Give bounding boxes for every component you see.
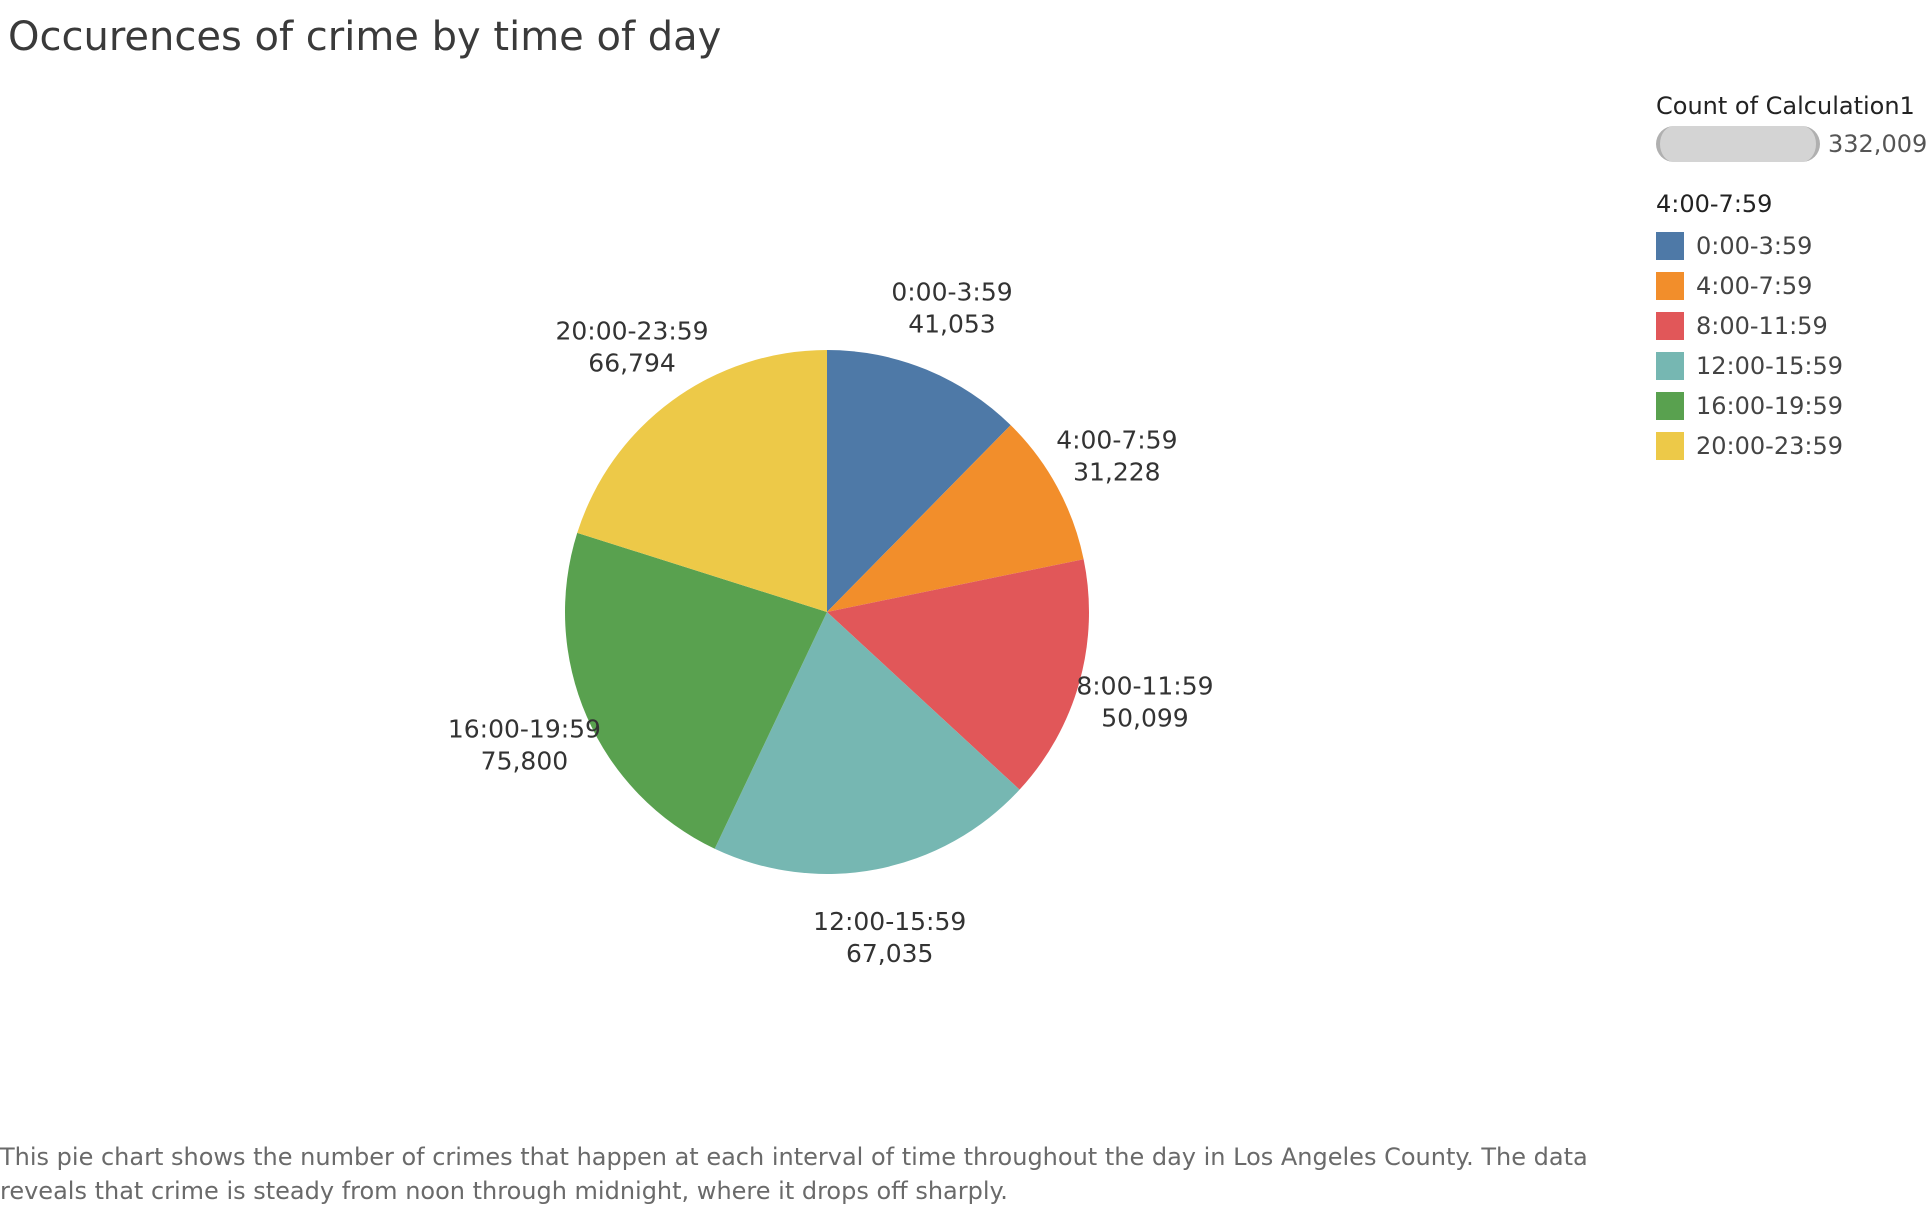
legend-label: 12:00-15:59 <box>1696 352 1843 380</box>
size-legend: 332,009 <box>1656 126 1927 162</box>
legend-label: 16:00-19:59 <box>1696 392 1843 420</box>
slice-category-label: 12:00-15:59 <box>813 907 966 936</box>
pie-slice[interactable] <box>827 425 1084 612</box>
slice-value-label: 67,035 <box>846 939 933 968</box>
slice-value-label: 66,794 <box>588 349 675 378</box>
pie-slice[interactable] <box>714 612 1020 874</box>
legend-label: 20:00-23:59 <box>1696 432 1843 460</box>
slice-value-label: 50,099 <box>1101 703 1188 732</box>
size-legend-bar <box>1656 126 1820 162</box>
slice-value-label: 75,800 <box>481 747 568 776</box>
legend-swatch <box>1656 432 1684 460</box>
slice-category-label: 16:00-19:59 <box>448 715 601 744</box>
color-legend-title: 4:00-7:59 <box>1656 190 1773 218</box>
slice-category-label: 0:00-3:59 <box>891 278 1012 307</box>
slice-category-label: 4:00-7:59 <box>1056 425 1177 454</box>
legend-swatch <box>1656 352 1684 380</box>
size-legend-value: 332,009 <box>1828 130 1928 158</box>
pie-labels: 0:00-3:59 41,053 4:00-7:59 31,228 8:00-11:59… <box>448 278 1214 968</box>
pie-slice[interactable] <box>827 350 1011 612</box>
legend-swatch <box>1656 232 1684 260</box>
size-legend-title: Count of Calculation1 <box>1656 92 1915 120</box>
legend-swatch <box>1656 312 1684 340</box>
slice-category-label: 20:00-23:59 <box>555 317 708 346</box>
legend-swatch <box>1656 272 1684 300</box>
legend: Count of Calculation1 332,009 4:00-7:59 … <box>1656 92 1927 466</box>
legend-item[interactable]: 16:00-19:59 <box>1656 386 1927 426</box>
color-legend-items: 0:00-3:59 4:00-7:59 8:00-11:59 12:00-15:59 1… <box>1656 226 1927 466</box>
pie-slice[interactable] <box>565 532 827 849</box>
pie-slices <box>565 350 1090 874</box>
legend-item[interactable]: 0:00-3:59 <box>1656 226 1927 266</box>
legend-label: 4:00-7:59 <box>1696 272 1813 300</box>
slice-value-label: 31,228 <box>1073 457 1160 486</box>
legend-item[interactable]: 12:00-15:59 <box>1656 346 1927 386</box>
pie-slice[interactable] <box>577 350 827 612</box>
legend-item[interactable]: 20:00-23:59 <box>1656 426 1927 466</box>
legend-swatch <box>1656 392 1684 420</box>
legend-item[interactable]: 8:00-11:59 <box>1656 306 1927 346</box>
chart-title: Occurences of crime by time of day <box>8 14 722 60</box>
slice-value-label: 41,053 <box>908 310 995 339</box>
legend-label: 0:00-3:59 <box>1696 232 1813 260</box>
slice-category-label: 8:00-11:59 <box>1076 671 1213 700</box>
legend-label: 8:00-11:59 <box>1696 312 1828 340</box>
legend-item[interactable]: 4:00-7:59 <box>1656 266 1927 306</box>
pie-slice[interactable] <box>827 559 1090 790</box>
chart-caption: This pie chart shows the number of crime… <box>0 1143 1588 1205</box>
